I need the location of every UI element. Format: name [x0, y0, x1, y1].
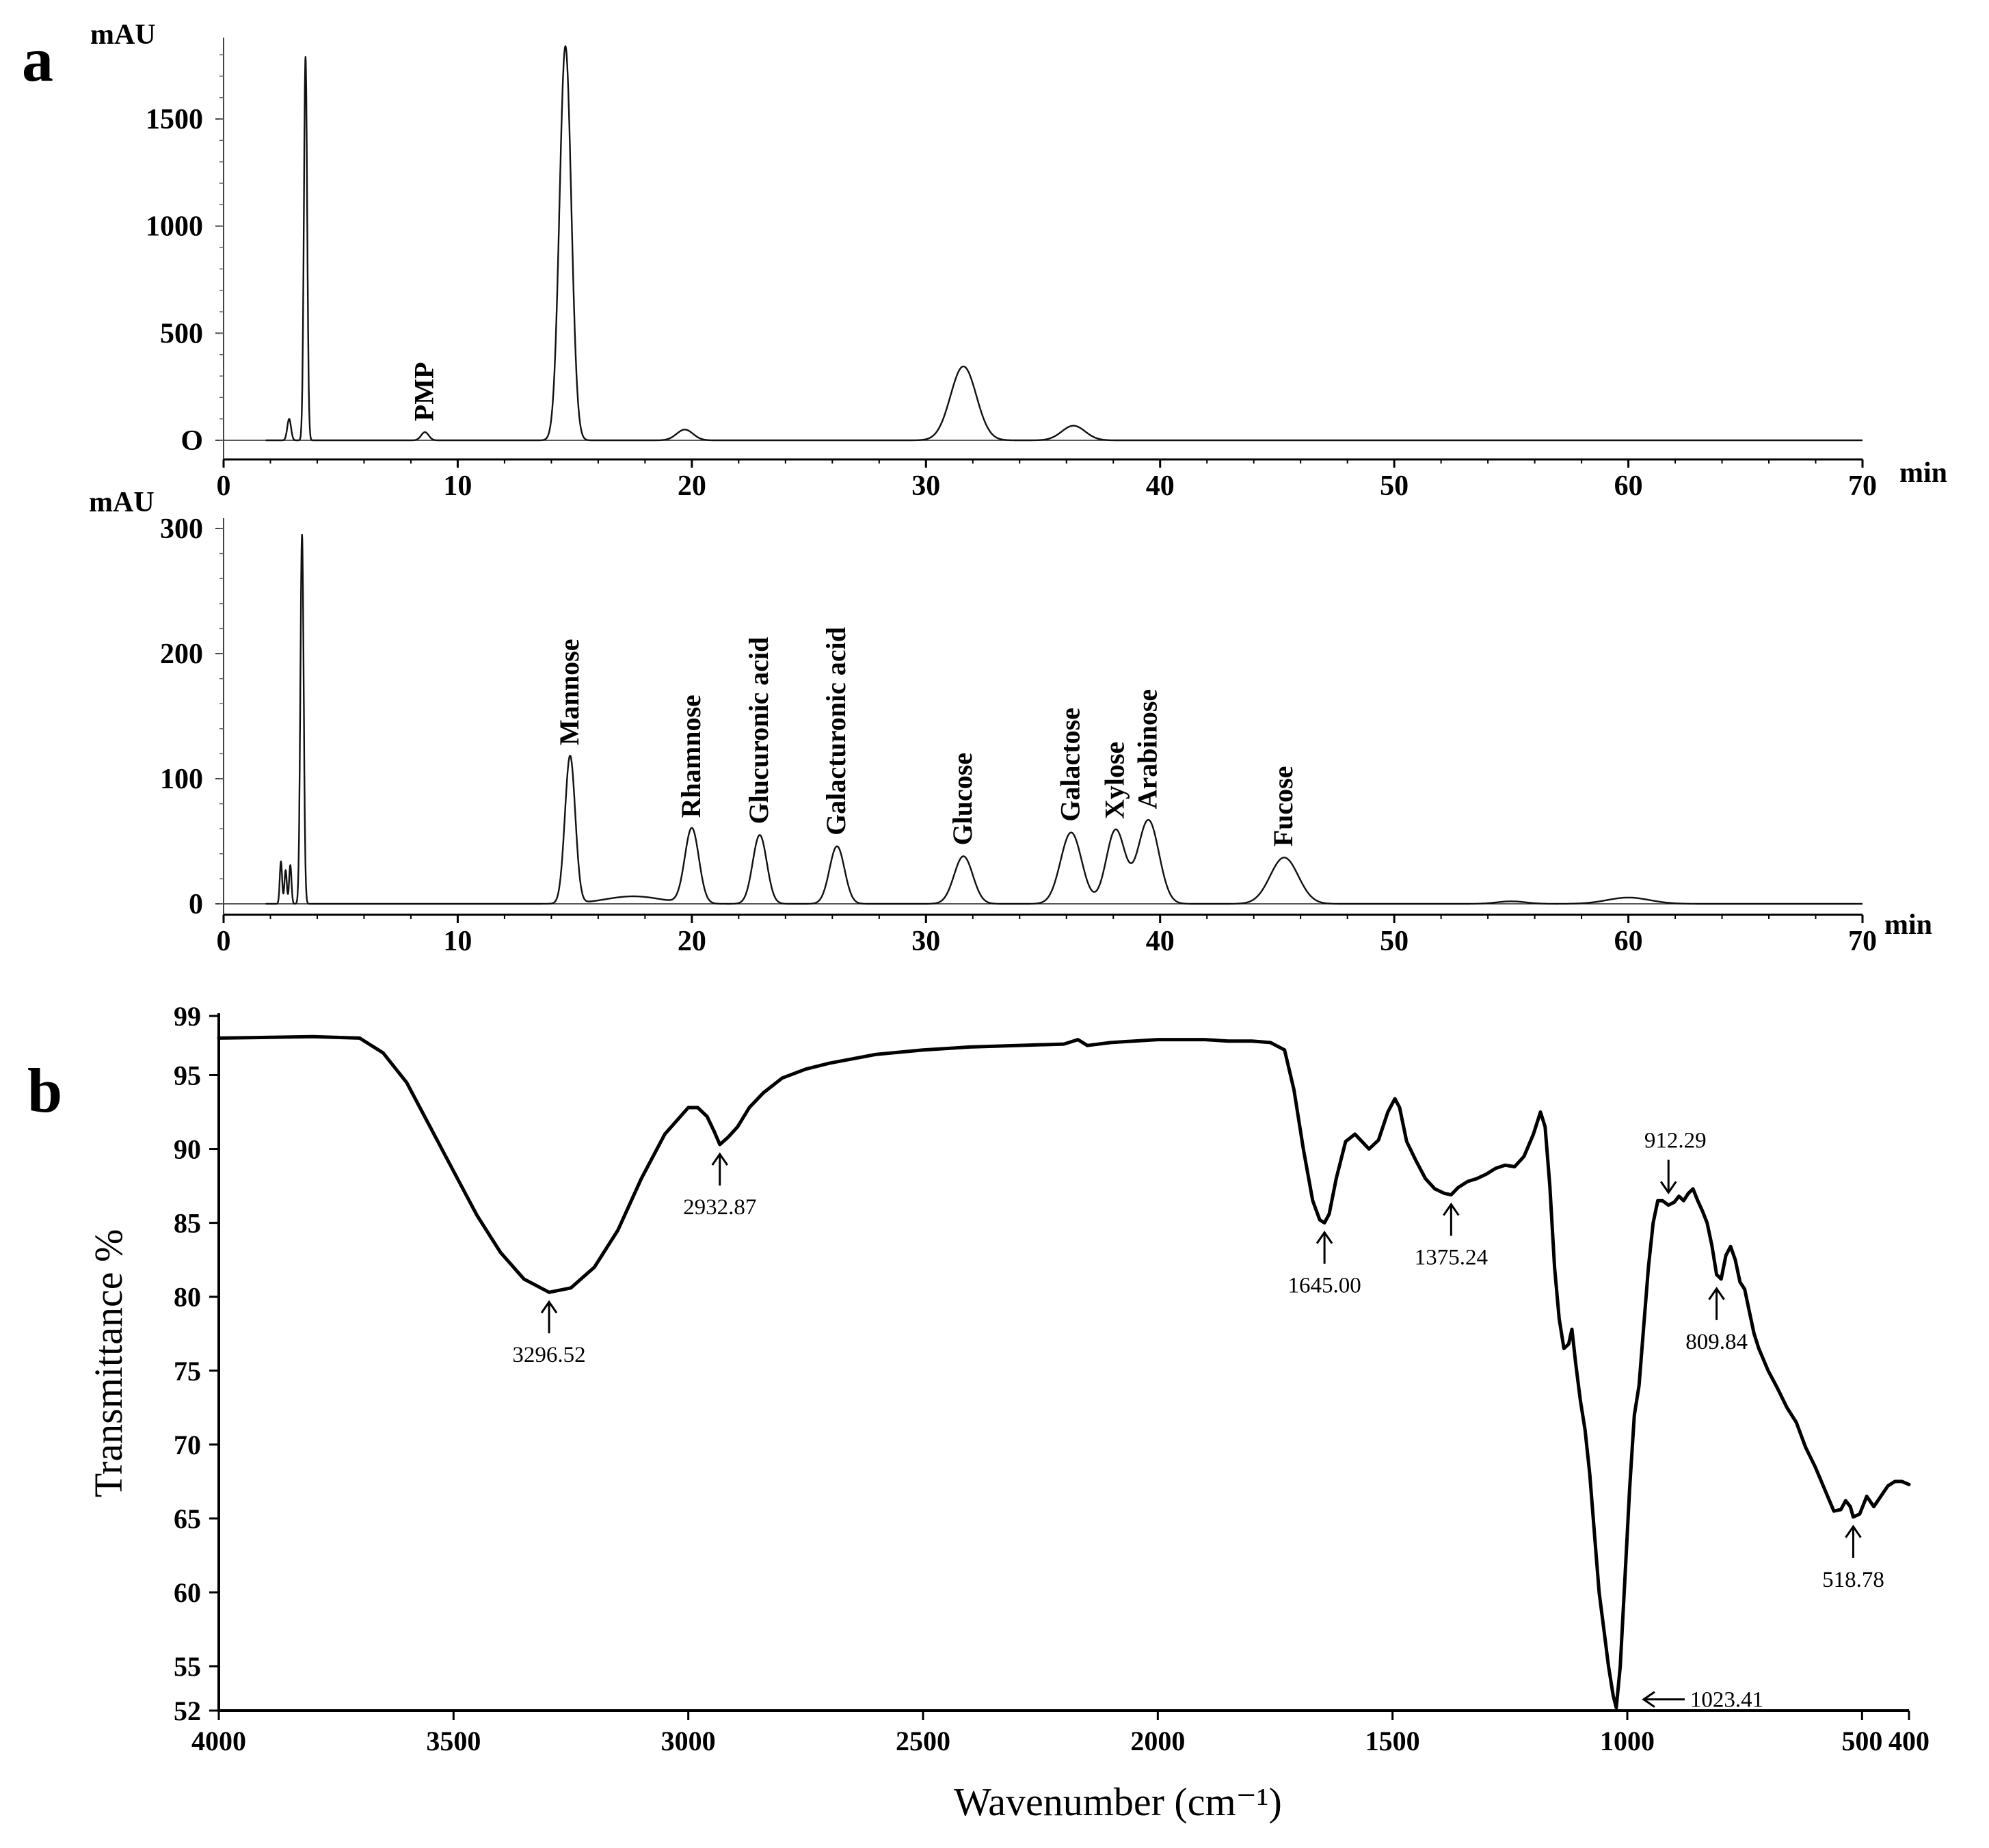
ftir-curve	[217, 1034, 1911, 1710]
x-tick-label: 40	[1146, 470, 1175, 502]
peak-label: Galacturonic acid	[820, 627, 851, 835]
peak-label: Mannose	[554, 639, 585, 745]
y-tick-label: 0	[189, 889, 203, 920]
panel-label-a: a	[22, 25, 53, 94]
annotation-arrowhead	[1443, 1202, 1460, 1216]
x-tick-label: 400	[1888, 1726, 1930, 1756]
chromatogram-trace	[265, 45, 1863, 442]
x-tick-label: 60	[1614, 926, 1643, 957]
y-tick-label: 300	[160, 513, 203, 545]
annotation-arrowhead	[1642, 1691, 1655, 1708]
x-tick-label: 500	[1841, 1726, 1882, 1756]
x-tick-label: 20	[678, 470, 706, 502]
y-tick-label: 1500	[146, 104, 203, 135]
peak-annotation: 518.78	[1822, 1568, 1884, 1592]
x-tick-label: 0	[217, 926, 231, 957]
peak-label: Xylose	[1099, 742, 1130, 819]
annotation-arrowhead	[1708, 1287, 1725, 1300]
y-tick-label: 100	[160, 764, 203, 795]
x-tick-label: 70	[1848, 926, 1877, 957]
x-tick-label: 10	[443, 926, 472, 957]
x-tick-label: 30	[911, 926, 940, 957]
annotation-arrowhead	[1316, 1230, 1333, 1244]
y-tick-label: 55	[174, 1651, 201, 1682]
y-tick-label: 60	[174, 1577, 201, 1608]
x-tick-label: 30	[911, 470, 940, 502]
peak-label: Rhamnose	[676, 695, 706, 818]
chromatogram-trace	[265, 533, 1863, 905]
annotation-arrowhead	[1659, 1181, 1677, 1195]
x-tick-label: 1000	[1600, 1726, 1655, 1756]
x-tick-label: 40	[1146, 926, 1175, 957]
peak-label: Glucuronic acid	[743, 637, 774, 825]
y-tick-label: 70	[174, 1430, 201, 1460]
peak-annotation: 1023.41	[1690, 1688, 1763, 1713]
y-axis-unit: mAU	[89, 487, 155, 518]
y-tick-label: 65	[174, 1503, 201, 1534]
x-axis-unit: min	[1899, 457, 1947, 489]
peak-annotation: 1375.24	[1415, 1246, 1488, 1270]
x-axis-title: Wavenumber (cm⁻¹)	[954, 1780, 1282, 1824]
x-tick-label: 50	[1380, 926, 1409, 957]
y-tick-label: 85	[174, 1208, 201, 1239]
y-tick-label: 90	[174, 1134, 201, 1165]
peak-label: Arabinose	[1132, 689, 1163, 809]
x-axis-unit: min	[1884, 909, 1932, 941]
y-axis-title: Transmittance %	[86, 1229, 131, 1498]
peak-label: PMP	[408, 362, 439, 421]
x-tick-label: 0	[217, 470, 231, 502]
x-tick-label: 60	[1614, 470, 1643, 502]
peak-annotation: 912.29	[1644, 1128, 1707, 1153]
y-tick-label: 95	[174, 1060, 201, 1090]
peak-annotation: 809.84	[1685, 1330, 1748, 1354]
annotation-arrowhead	[711, 1152, 728, 1166]
x-tick-label: 70	[1848, 470, 1877, 502]
y-tick-label: 200	[160, 639, 203, 670]
annotation-arrowhead	[1845, 1525, 1862, 1538]
panel-label-b: b	[27, 1056, 62, 1125]
peak-label: Fucose	[1268, 766, 1298, 847]
peak-label: Galactose	[1055, 708, 1086, 822]
x-tick-label: 4000	[191, 1726, 246, 1756]
y-tick-label: 75	[174, 1356, 201, 1387]
peak-annotation: 2932.87	[683, 1195, 756, 1220]
peak-label: Glucose	[947, 753, 978, 846]
y-tick-label: O	[181, 425, 203, 457]
x-tick-label: 3000	[661, 1726, 716, 1756]
x-tick-label: 1500	[1365, 1726, 1420, 1756]
x-tick-label: 20	[678, 926, 706, 957]
y-tick-label: 99	[174, 1001, 201, 1032]
x-tick-label: 10	[443, 470, 472, 502]
chromatogram-top: 0 10 20 30 40 50 60 70 O 500 1000 1500 mAU min PMP	[90, 19, 1947, 502]
x-tick-label: 3500	[426, 1726, 481, 1756]
peak-annotation: 3296.52	[512, 1343, 585, 1367]
y-axis-unit: mAU	[90, 19, 156, 51]
y-tick-label: 500	[160, 318, 203, 349]
y-tick-label: 52	[174, 1696, 201, 1726]
y-tick-label: 1000	[146, 211, 203, 243]
peak-annotation: 1645.00	[1287, 1274, 1361, 1298]
x-tick-label: 2500	[896, 1726, 950, 1756]
x-tick-label: 2000	[1130, 1726, 1185, 1756]
annotation-arrowhead	[540, 1300, 558, 1314]
y-tick-label: 80	[174, 1282, 201, 1313]
ftir-spectrum-chart: 4000 3500 3000 2500 2000 1500 1000 500 400 52 55 60…	[86, 1001, 1930, 1824]
x-tick-label: 50	[1380, 470, 1409, 502]
